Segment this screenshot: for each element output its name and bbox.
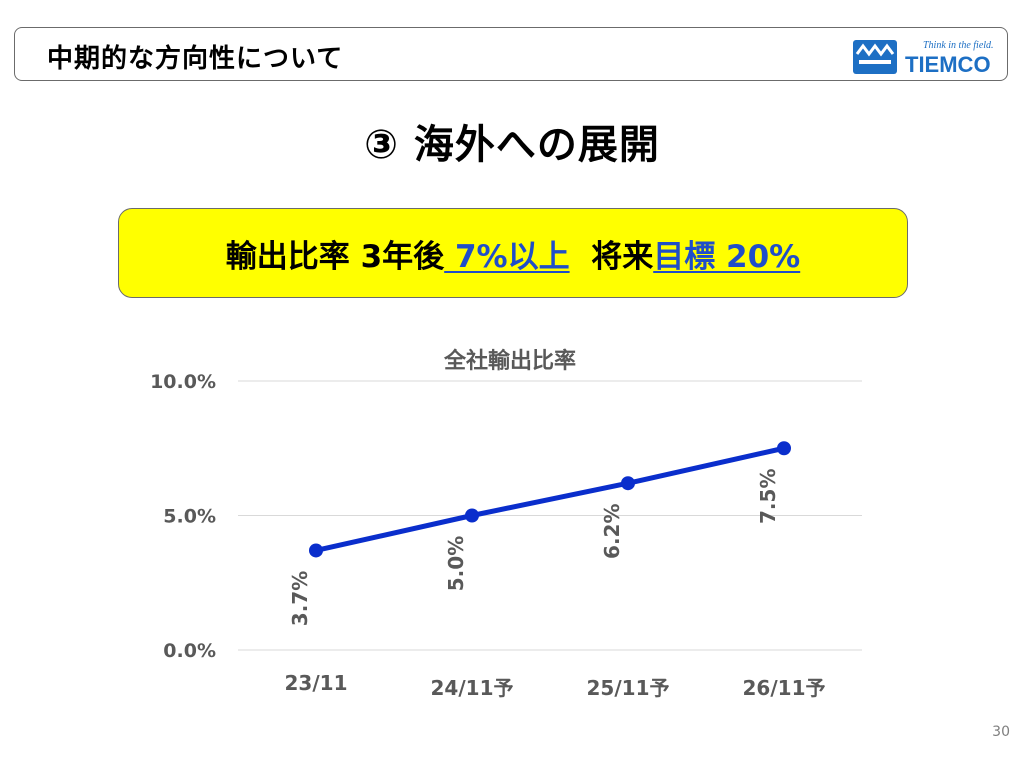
- data-point: [621, 476, 635, 491]
- logo-mark-icon: [853, 40, 897, 74]
- tiemco-logo: Think in the field. TIEMCO: [853, 40, 994, 77]
- axis-labels: 0.0% 5.0% 10.0% 23/11 24/11予 25/11予 26/11予: [150, 371, 825, 700]
- target-3yr-link[interactable]: 7%以上: [444, 238, 570, 275]
- section-title: ③ 海外への展開: [364, 122, 660, 168]
- target-banner: 輸出比率 3年後 7%以上 将来 目標 20%: [118, 208, 908, 298]
- data-labels: 3.7% 5.0% 6.2% 7.5%: [288, 469, 780, 627]
- x-tick-label: 26/11予: [743, 676, 826, 700]
- logo-name: TIEMCO: [905, 52, 991, 77]
- data-point: [777, 441, 791, 456]
- x-tick-label: 23/11: [285, 671, 348, 695]
- logo-tagline: Think in the field.: [923, 40, 994, 51]
- series-line-path: [315, 445, 785, 553]
- data-label: 3.7%: [288, 571, 312, 626]
- x-tick-label: 24/11予: [431, 676, 514, 700]
- page-number: 30: [992, 724, 1010, 740]
- chart-title: 全社輸出比率: [443, 348, 576, 374]
- x-tick-label: 25/11予: [587, 676, 670, 700]
- page-title: 中期的な方向性について: [47, 44, 344, 74]
- header-bar: 中期的な方向性について Think in the field. TIEMCO: [14, 27, 1008, 81]
- target-prefix: 輸出比率 3年後: [225, 238, 445, 275]
- data-label: 5.0%: [444, 536, 468, 591]
- y-tick-label: 0.0%: [163, 640, 216, 662]
- data-points: [309, 441, 791, 558]
- export-ratio-chart: 全社輸出比率 0.0% 5.0% 10.0% 23/11 24/11予 25/11予 26/…: [150, 348, 862, 700]
- target-middle: 将来: [569, 238, 654, 275]
- data-label: 6.2%: [600, 503, 624, 558]
- y-tick-label: 10.0%: [150, 371, 216, 393]
- data-point: [309, 543, 323, 558]
- y-tick-label: 5.0%: [163, 506, 216, 528]
- target-future-link[interactable]: 目標 20%: [653, 238, 801, 275]
- series-line: [315, 445, 785, 553]
- data-label: 7.5%: [756, 469, 780, 524]
- grid-lines: [238, 380, 862, 651]
- data-point: [465, 508, 479, 523]
